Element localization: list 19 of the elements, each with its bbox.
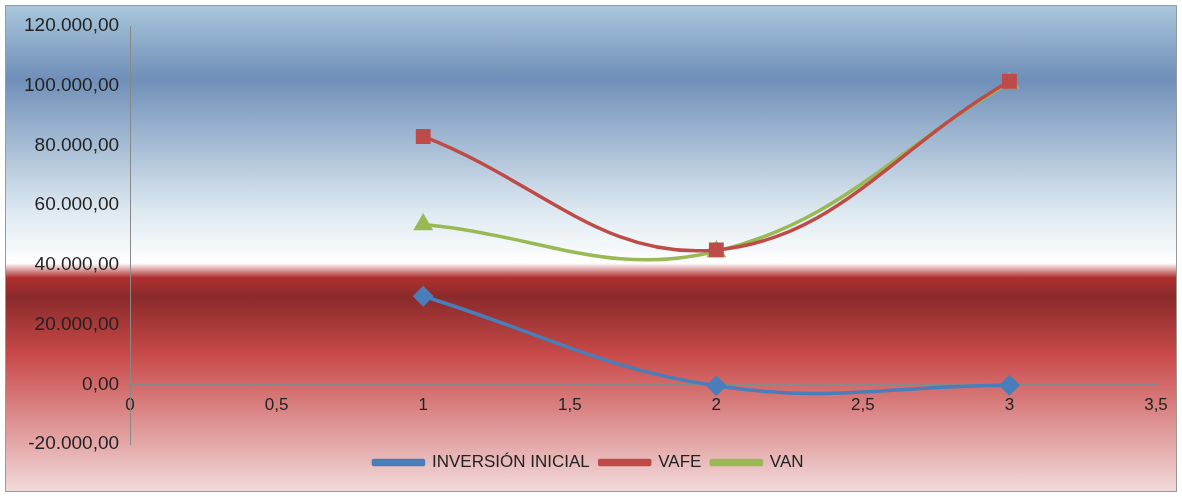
legend-label: VAN <box>769 452 804 472</box>
legend-label: VAFE <box>658 452 702 472</box>
y-tick-label: 60.000,00 <box>34 193 120 215</box>
x-tick-label: 1 <box>418 395 428 415</box>
x-tick-label: 0 <box>125 395 135 415</box>
y-tick-label: 120.000,00 <box>24 14 120 36</box>
y-tick-label: 20.000,00 <box>34 312 120 334</box>
y-tick-label: 40.000,00 <box>34 253 120 275</box>
x-tick-label: 3 <box>1004 395 1015 415</box>
x-tick-label: 2,5 <box>851 395 875 415</box>
y-tick-label: 100.000,00 <box>24 73 120 95</box>
x-tick-label: 3,5 <box>1144 395 1168 415</box>
y-tick-label: 80.000,00 <box>34 133 120 155</box>
y-tick-label: 0,00 <box>82 372 120 394</box>
x-tick-label: 0,5 <box>264 395 289 415</box>
legend-label: INVERSIÓN INICIAL <box>431 452 590 472</box>
x-tick-label: 2 <box>711 395 722 415</box>
x-tick-label: 1,5 <box>557 395 582 415</box>
y-tick-label: -20.000,00 <box>28 432 120 454</box>
